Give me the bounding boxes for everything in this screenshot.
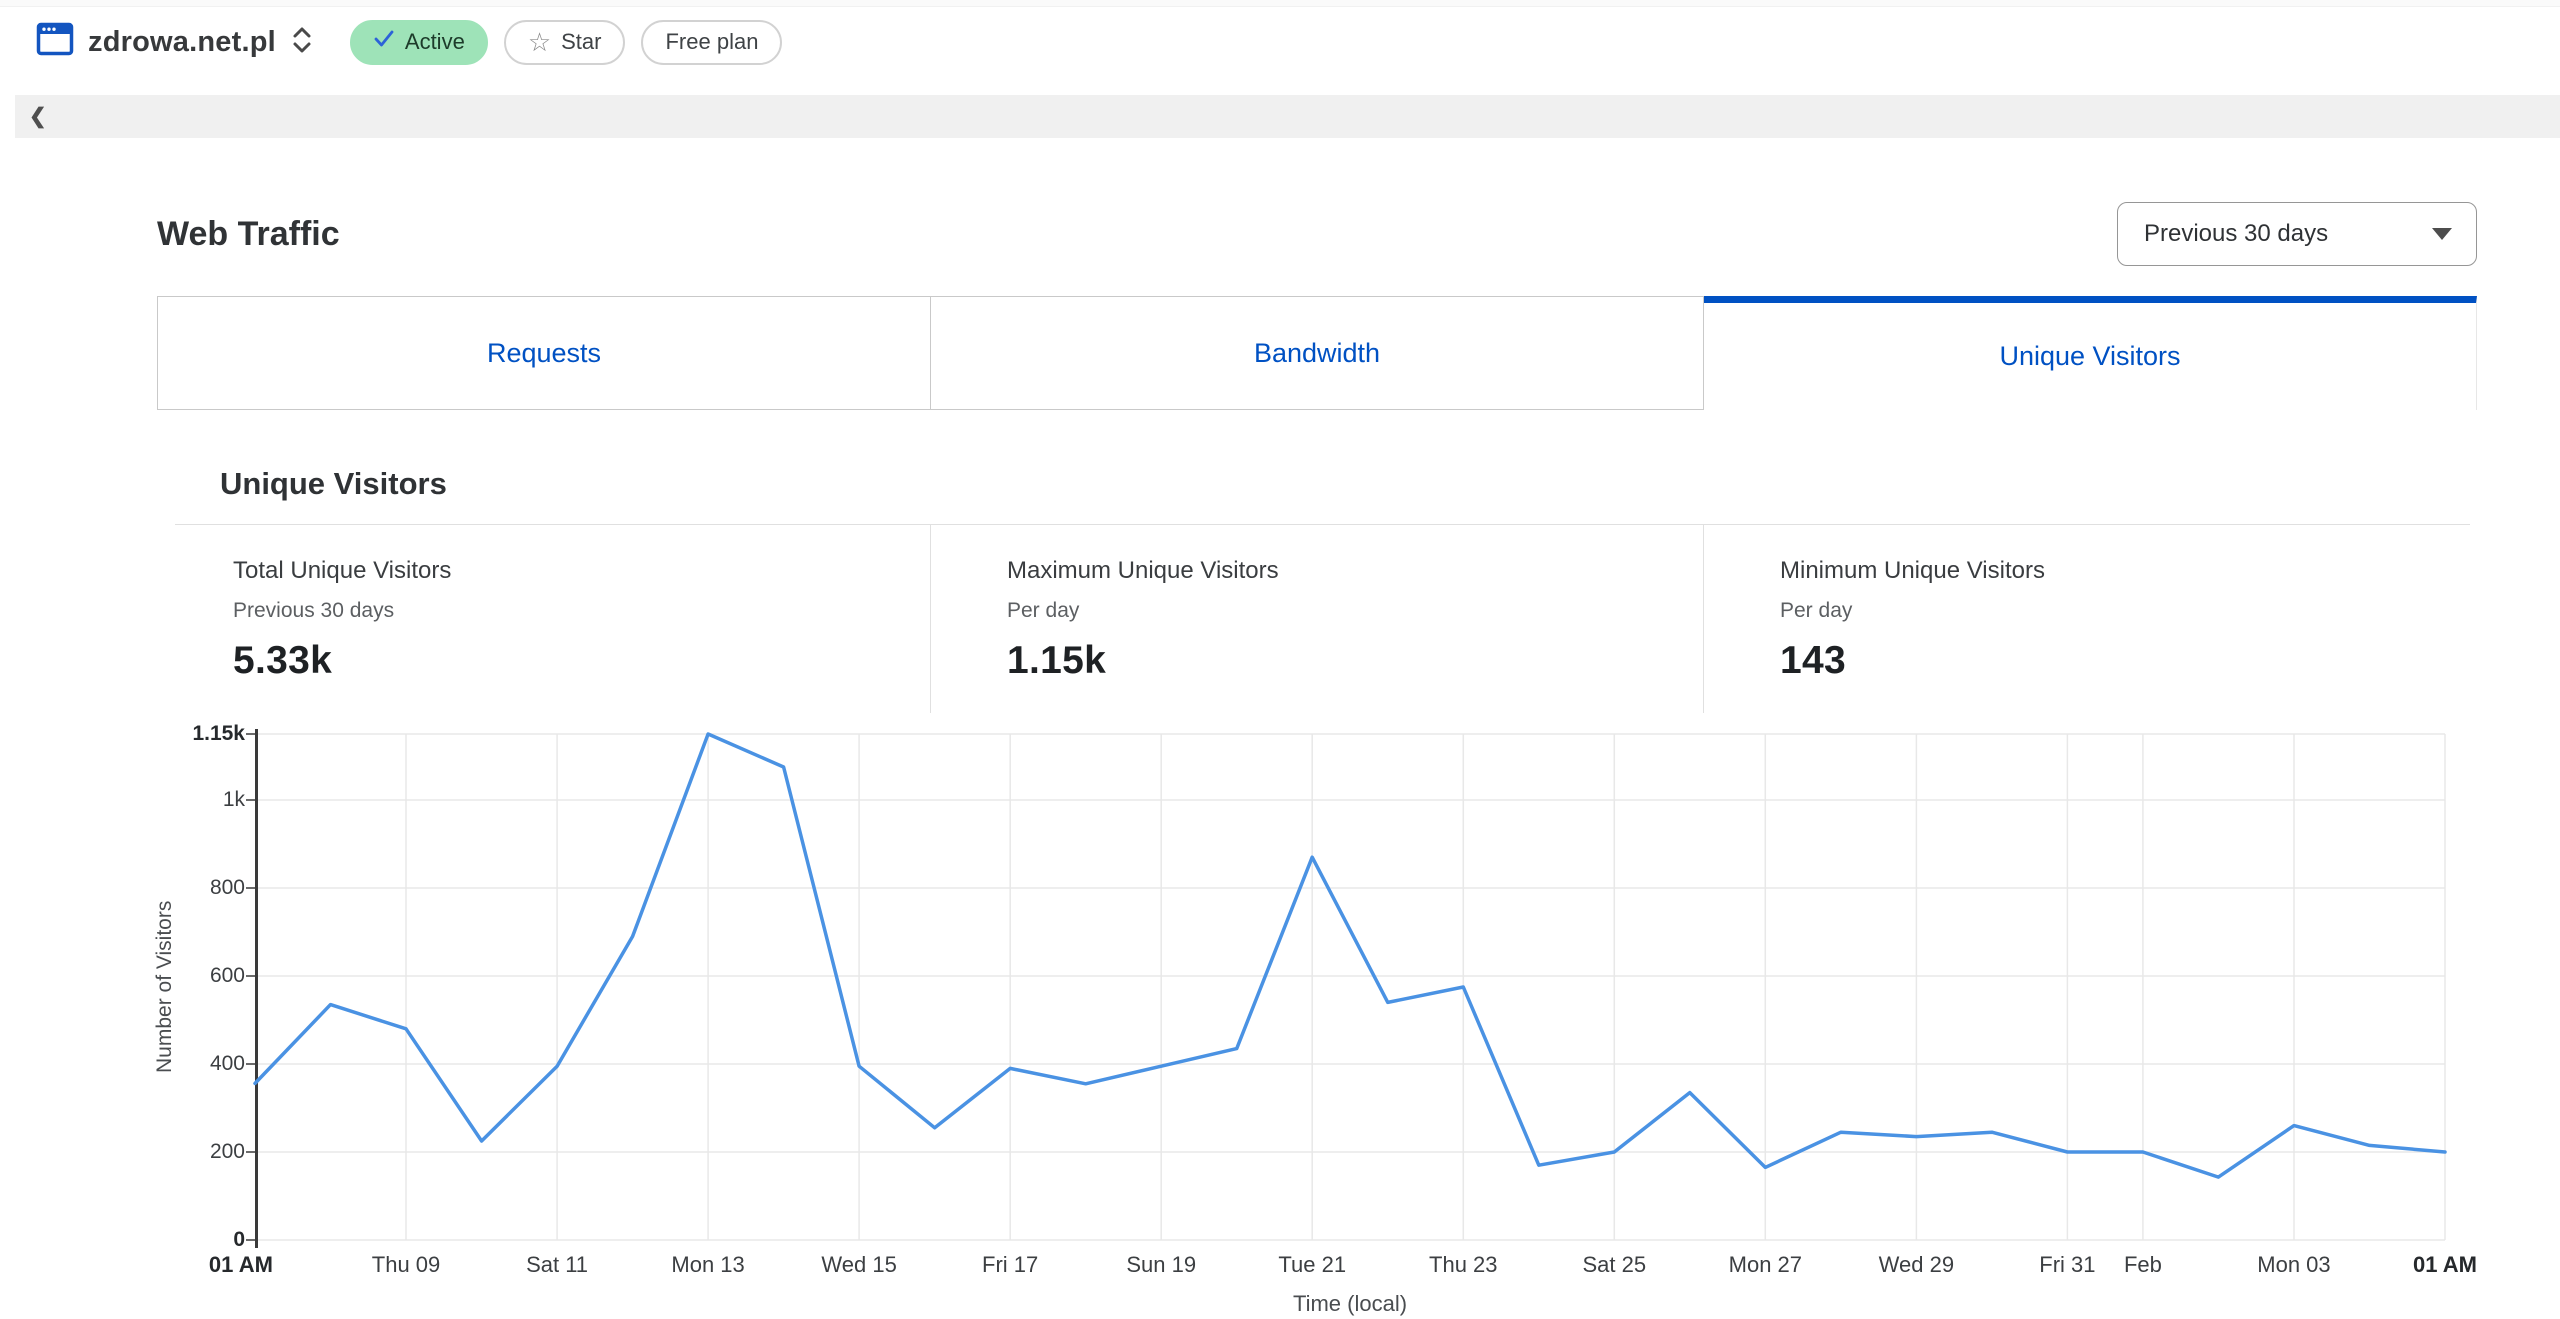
stats-row: Total Unique Visitors Previous 30 days 5… <box>157 525 2477 713</box>
x-tick-label: Mon 13 <box>671 1252 745 1277</box>
page-title: Web Traffic <box>157 214 340 253</box>
secondary-bar: ❮ <box>15 95 2560 138</box>
x-tick-label: 01 AM <box>2413 1252 2477 1277</box>
x-tick-label: Tue 21 <box>1278 1252 1347 1277</box>
domain-selector[interactable]: zdrowa.net.pl <box>36 21 314 63</box>
time-range-value: Previous 30 days <box>2144 220 2329 247</box>
y-tick-label: 200 <box>209 1140 245 1163</box>
y-tick-label: 1.15k <box>192 722 245 745</box>
x-tick-label: 01 AM <box>208 1252 273 1277</box>
domain-name: zdrowa.net.pl <box>88 25 276 58</box>
x-tick-label: Mon 03 <box>2257 1252 2331 1277</box>
stat-maximum-unique-visitors: Maximum Unique Visitors Per day 1.15k <box>930 525 1703 713</box>
stat-value: 1.15k <box>1007 639 1107 682</box>
x-tick-label: Wed 29 <box>1878 1252 1955 1277</box>
back-chevron-icon[interactable]: ❮ <box>29 105 47 128</box>
stat-value: 143 <box>1780 639 1846 682</box>
status-badge-label: Active <box>404 29 465 54</box>
y-tick-label: 800 <box>209 876 245 899</box>
x-tick-label: Sun 19 <box>1126 1252 1197 1277</box>
star-button-label: Star <box>561 29 602 54</box>
divider <box>175 524 2470 525</box>
x-tick-label: Fri 31 <box>2039 1252 2096 1277</box>
x-axis-title: Time (local) <box>1292 1291 1408 1316</box>
x-tick-label: Wed 15 <box>821 1252 897 1277</box>
traffic-tabs: Requests Bandwidth Unique Visitors <box>157 296 2477 410</box>
plan-badge-label: Free plan <box>665 29 759 54</box>
x-tick-label: Sat 11 <box>526 1252 589 1277</box>
stat-minimum-unique-visitors: Minimum Unique Visitors Per day 143 <box>1703 525 2476 713</box>
unique-visitors-chart: Number of Visitors 1.15k 1k 800 600 400 200 0 … <box>153 715 2477 1316</box>
y-tick-label: 400 <box>209 1052 245 1075</box>
secondary-bar-wrap: ❮ <box>0 95 2560 138</box>
check-icon <box>373 29 395 55</box>
line-chart-svg <box>246 729 2447 1248</box>
y-tick-label: 1k <box>222 788 245 811</box>
x-tick-label: Thu 09 <box>371 1252 441 1277</box>
stat-title: Total Unique Visitors <box>233 557 452 584</box>
stat-title: Maximum Unique Visitors <box>1007 557 1279 584</box>
x-tick-label: Thu 23 <box>1429 1252 1498 1277</box>
app-header: zdrowa.net.pl Active ☆ Star Free plan <box>0 7 2560 77</box>
caret-down-icon <box>2432 228 2452 240</box>
stat-subtitle: Previous 30 days <box>233 599 395 622</box>
x-tick-label: Fri 17 <box>982 1252 1039 1277</box>
browser-window-icon <box>36 21 74 63</box>
chevron-up-down-icon <box>290 24 314 61</box>
tab-bandwidth[interactable]: Bandwidth <box>931 296 1704 410</box>
stat-value: 5.33k <box>233 639 333 682</box>
y-tick-label: 600 <box>209 964 245 987</box>
x-tick-label: Feb <box>2123 1252 2162 1277</box>
tab-requests[interactable]: Requests <box>157 296 931 410</box>
tab-unique-visitors[interactable]: Unique Visitors <box>1704 296 2477 410</box>
stat-total-unique-visitors: Total Unique Visitors Previous 30 days 5… <box>157 525 930 713</box>
x-tick-label: Mon 27 <box>1728 1252 1803 1277</box>
stat-title: Minimum Unique Visitors <box>1780 557 2045 584</box>
section-title: Unique Visitors <box>220 466 447 501</box>
x-tick-label: Sat 25 <box>1582 1252 1647 1277</box>
status-badge-active: Active <box>349 19 488 65</box>
plan-badge: Free plan <box>641 19 783 65</box>
y-tick-label: 0 <box>233 1228 245 1251</box>
window-top-strip <box>0 0 2560 7</box>
star-icon: ☆ <box>527 27 552 57</box>
chart-plot-area <box>246 729 2447 1248</box>
star-button[interactable]: ☆ Star <box>503 19 626 65</box>
stat-subtitle: Per day <box>1780 599 1853 622</box>
time-range-select[interactable]: Previous 30 days <box>2117 202 2477 266</box>
stat-subtitle: Per day <box>1007 599 1080 622</box>
